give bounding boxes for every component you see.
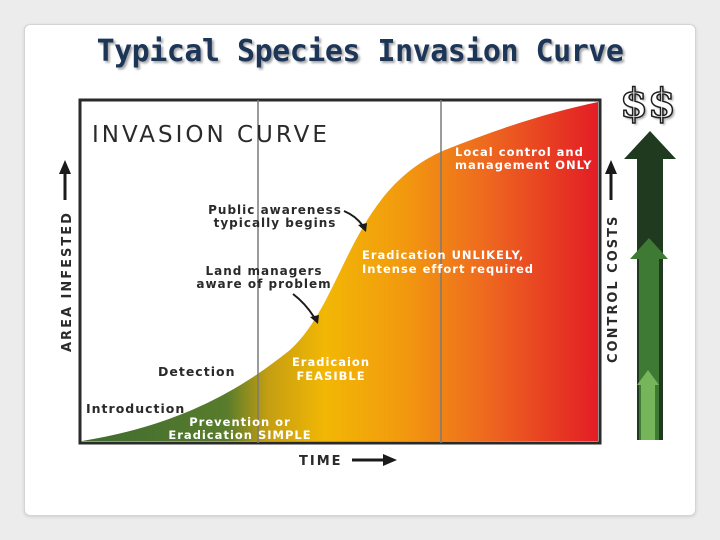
invasion-curve-area: [82, 102, 598, 441]
diagram-heading: INVASION CURVE: [92, 122, 330, 148]
label-public-awareness-line2: typically begins: [214, 216, 337, 230]
cost-arrow-dark-icon: [624, 131, 676, 159]
label-unlikely-line2: Intense effort required: [362, 262, 534, 276]
label-public-awareness-line1: Public awareness: [208, 203, 342, 217]
x-axis-arrow-icon: [383, 454, 397, 466]
x-axis-label-group: TIME: [299, 454, 397, 469]
cost-arrow-light-icon: [637, 370, 659, 385]
right-axis-label: CONTROL COSTS: [606, 215, 621, 363]
cost-arrow-light-shaft: [641, 383, 655, 440]
label-introduction: Introduction: [86, 401, 185, 416]
right-axis-label-group: CONTROL COSTS: [605, 160, 621, 363]
cost-symbol: $$: [619, 79, 676, 128]
label-eradication-line2: FEASIBLE: [296, 369, 365, 383]
public-awareness-pointer-arrowhead: [358, 223, 367, 232]
y-axis-label: AREA INFESTED: [60, 211, 75, 352]
land-managers-pointer-arrowhead: [310, 315, 319, 324]
label-detection: Detection: [158, 364, 235, 379]
label-unlikely-line1: Eradication UNLIKELY,: [362, 248, 524, 262]
slide-title: Typical Species Invasion Curve: [96, 34, 624, 69]
label-land-managers-line2: aware of problem: [196, 277, 331, 291]
label-prevention-line1: Prevention or: [189, 415, 291, 429]
label-local-control-line2: management ONLY: [455, 158, 592, 172]
y-axis-arrow-icon: [59, 160, 71, 174]
land-managers-pointer: [292, 293, 315, 318]
label-local-control-line1: Local control and: [455, 145, 584, 159]
label-land-managers-line1: Land managers: [205, 264, 322, 278]
control-cost-arrows: [624, 131, 676, 440]
label-eradication-line1: Eradicaion: [292, 355, 370, 369]
label-prevention-line2: Eradication SIMPLE: [168, 428, 311, 442]
cost-arrow-mid-icon: [630, 238, 668, 259]
x-axis-label: TIME: [299, 454, 343, 469]
right-axis-arrow-icon: [605, 160, 617, 174]
y-axis-label-group: AREA INFESTED: [59, 160, 75, 352]
